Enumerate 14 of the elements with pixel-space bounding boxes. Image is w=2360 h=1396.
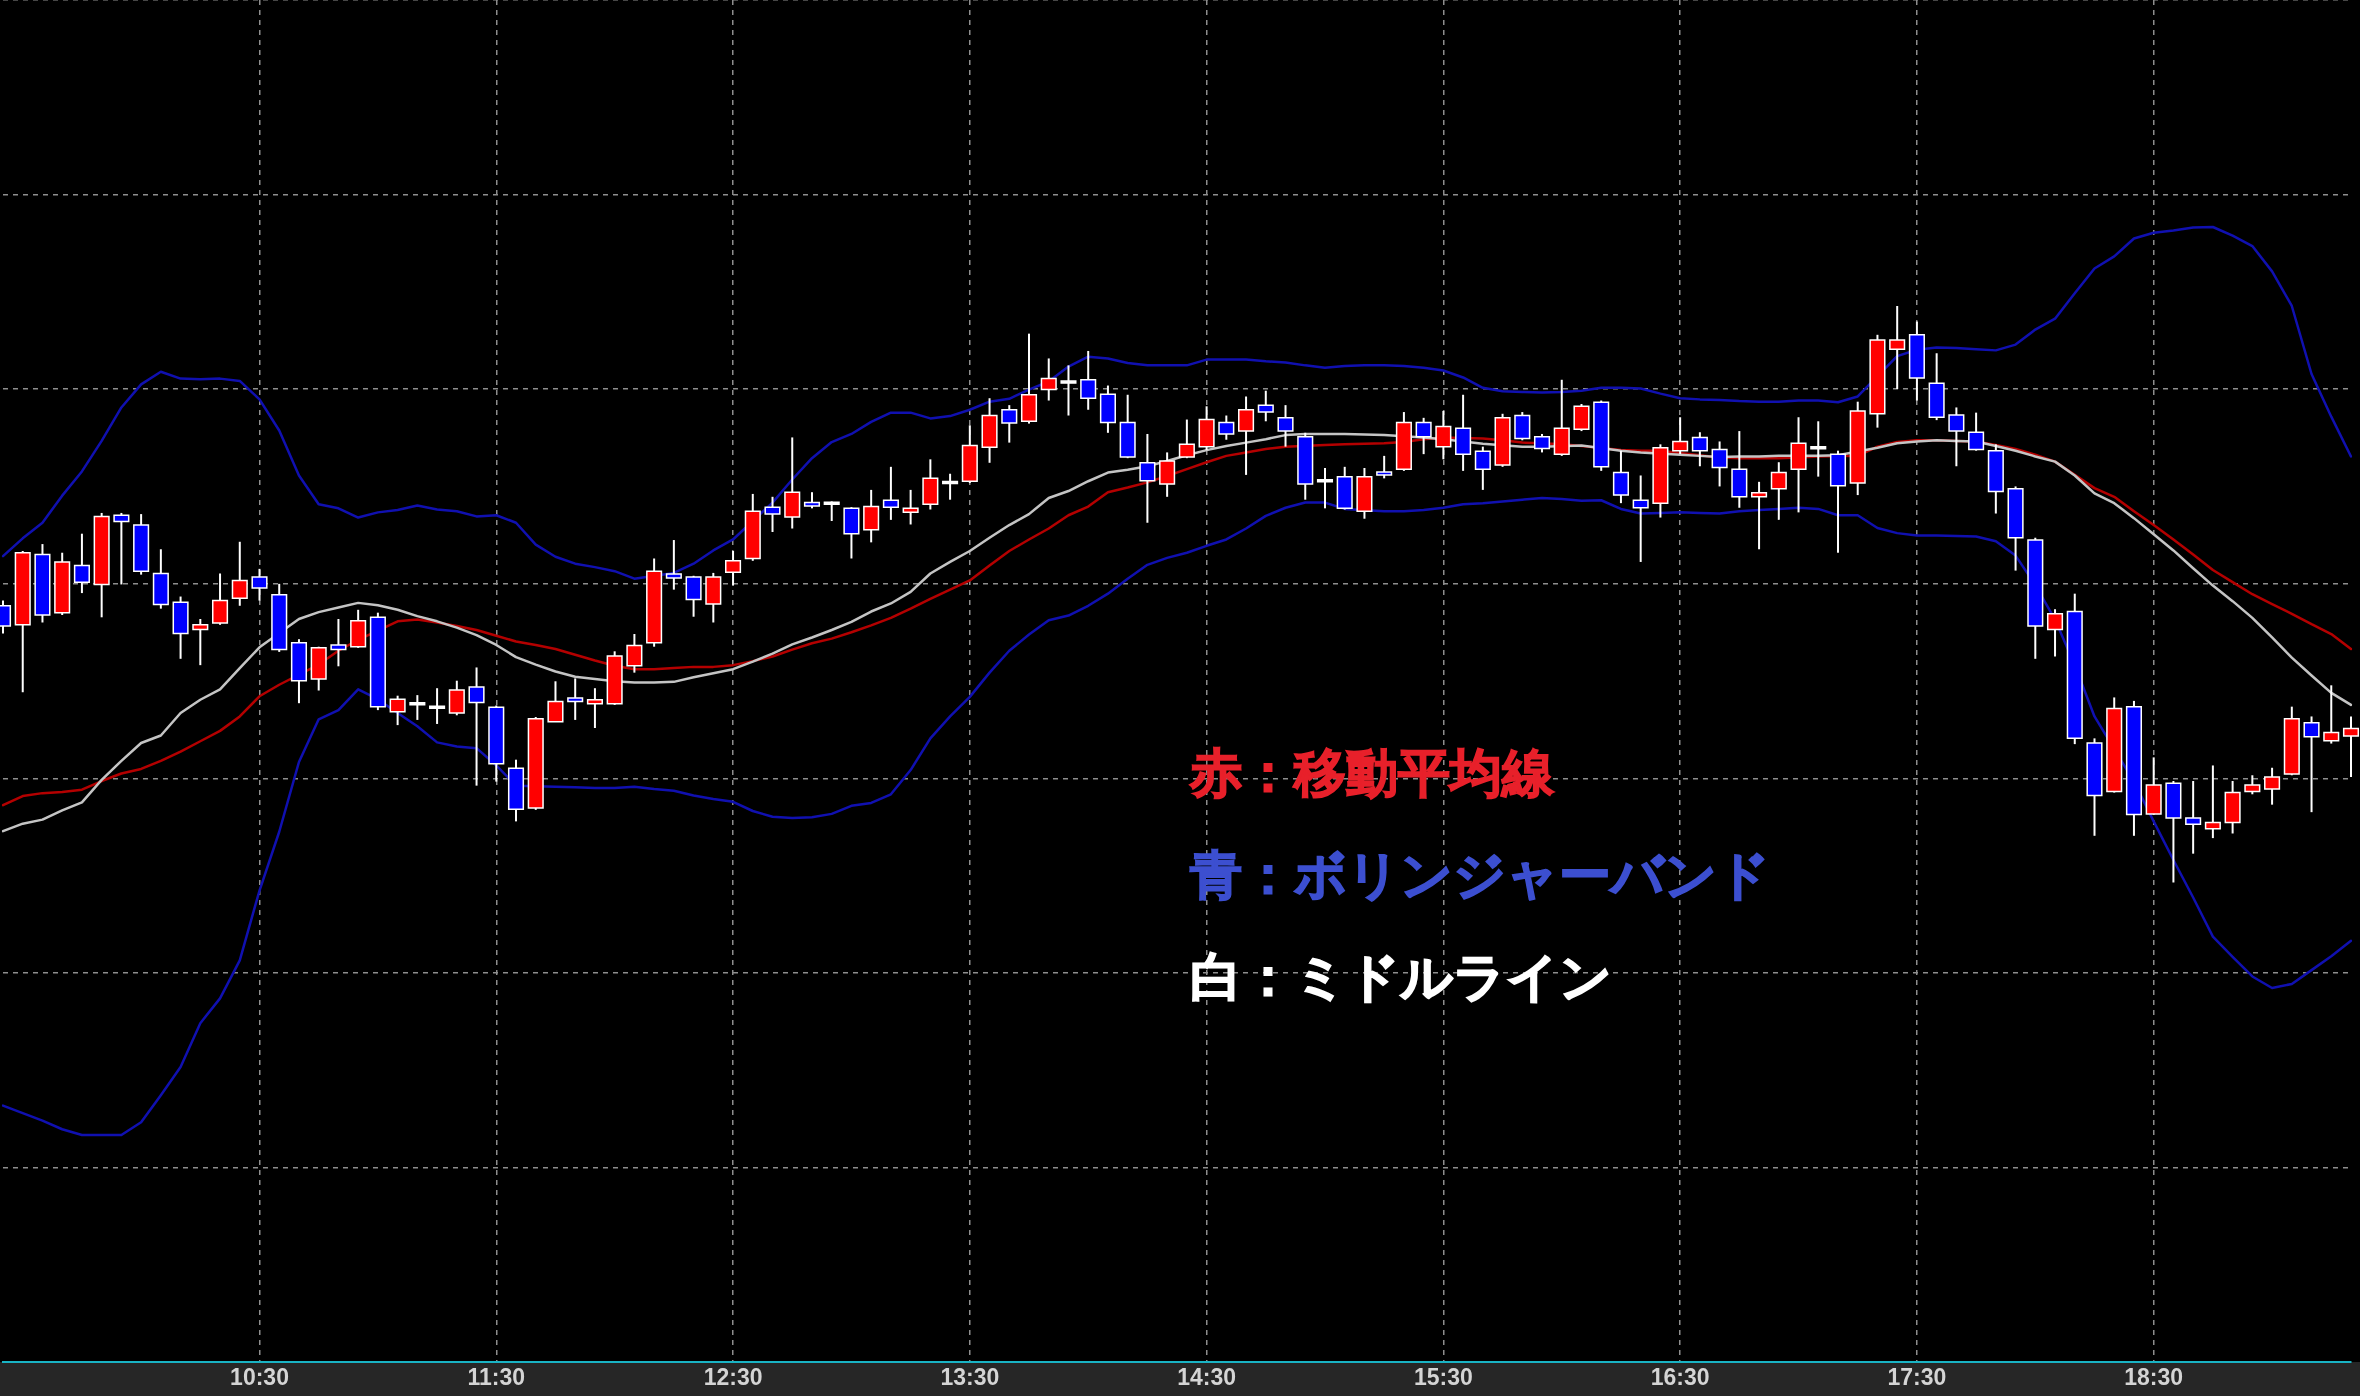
x-tick-label: 10:30 xyxy=(230,1364,289,1391)
candlestick xyxy=(1612,449,1629,505)
annotation: 赤：移動平均線 xyxy=(1190,742,1555,805)
x-tick-label: 14:30 xyxy=(1177,1364,1237,1391)
annotation: 青：ボリンジャーバンド xyxy=(1190,844,1770,907)
text: 白：ミドルライン xyxy=(1190,946,1613,1009)
x-tick-label: 15:30 xyxy=(1413,1364,1473,1391)
x-tick-label: 13:30 xyxy=(940,1364,1000,1391)
x-tick-label: 11:30 xyxy=(467,1364,526,1391)
x-tick-label: 17:30 xyxy=(1887,1364,1947,1391)
candlestick xyxy=(211,572,229,626)
x-tick-label: 16:30 xyxy=(1650,1364,1710,1391)
x-tick-label: 18:30 xyxy=(2124,1364,2184,1391)
x-tick-label: 12:30 xyxy=(703,1364,763,1391)
